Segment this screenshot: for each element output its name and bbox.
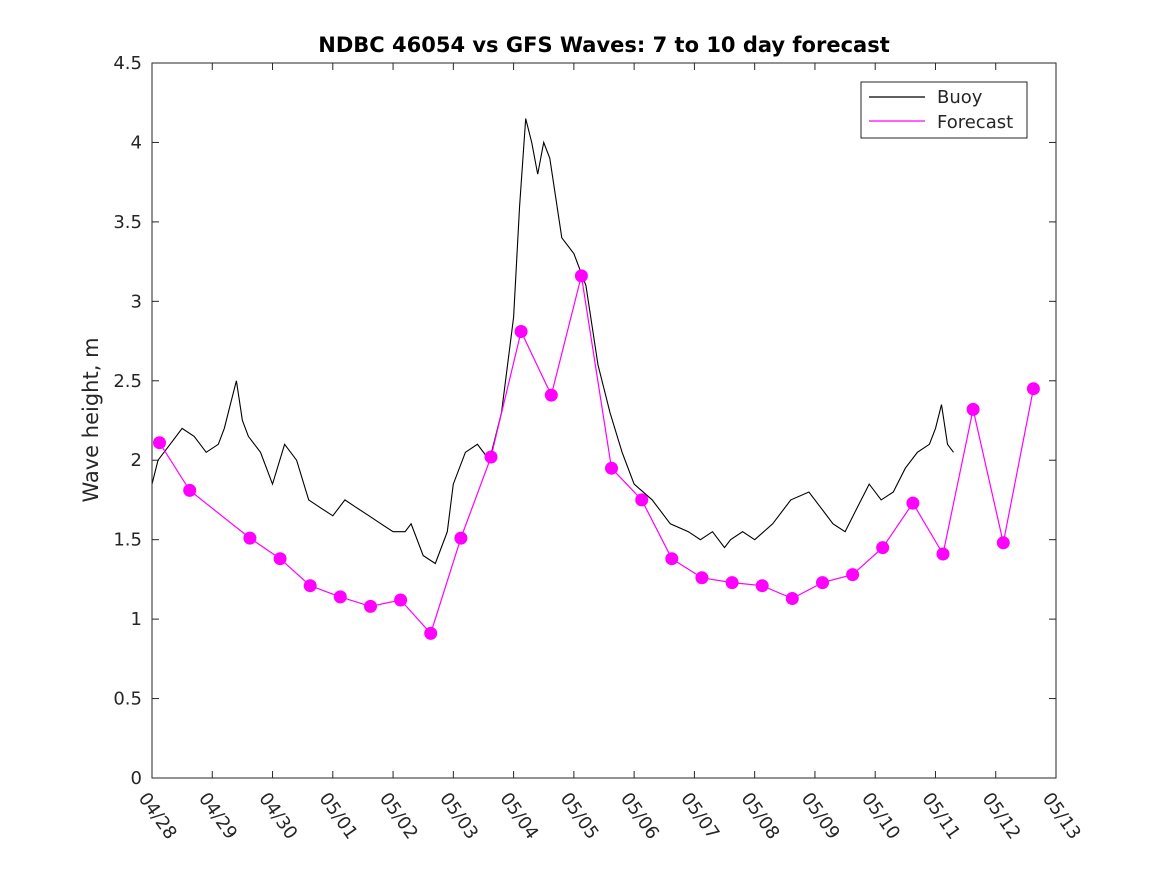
x-tick-label: 05/01 xyxy=(315,789,362,844)
x-tick-label: 05/07 xyxy=(676,789,723,844)
markers-layer xyxy=(153,269,1040,640)
y-tick-label: 3.5 xyxy=(113,212,142,233)
forecast-point xyxy=(243,531,257,545)
x-tick-label: 05/05 xyxy=(556,789,603,844)
y-tick-label: 3 xyxy=(131,291,142,312)
forecast-point xyxy=(364,599,377,613)
x-tick-label: 05/03 xyxy=(435,789,482,844)
forecast-point xyxy=(725,576,739,590)
forecast-point xyxy=(333,590,347,604)
x-tick-label: 05/04 xyxy=(496,789,543,844)
forecast-point xyxy=(936,547,950,561)
forecast-point xyxy=(514,325,528,338)
x-tick-label: 04/29 xyxy=(194,789,241,844)
forecast-point xyxy=(906,496,920,510)
y-tick-label: 1 xyxy=(131,609,142,630)
y-axis: 0 0.5 1 1.5 2 2.5 3 3.5 4 4.5 xyxy=(113,53,1056,789)
x-tick-label: 05/09 xyxy=(797,789,844,844)
forecast-point xyxy=(665,552,679,566)
y-tick-label: 1.5 xyxy=(113,530,142,551)
forecast-point xyxy=(635,493,649,507)
forecast-point xyxy=(183,483,197,497)
x-tick-label: 05/02 xyxy=(375,789,422,844)
x-tick-label: 05/06 xyxy=(616,789,663,844)
forecast-point xyxy=(605,461,618,475)
y-tick-label: 0.5 xyxy=(113,689,142,710)
y-axis-label: Wave height, m xyxy=(79,337,103,502)
x-tick-label: 05/11 xyxy=(917,789,964,844)
forecast-point xyxy=(966,402,980,416)
legend: Buoy Forecast xyxy=(860,81,1028,139)
legend-label-buoy: Buoy xyxy=(937,87,983,108)
forecast-point xyxy=(996,536,1010,550)
y-tick-label: 4 xyxy=(131,132,142,153)
y-tick-label: 2.5 xyxy=(113,371,142,392)
legend-box xyxy=(860,81,1028,139)
forecast-point xyxy=(484,450,498,464)
series-line-buoy xyxy=(151,118,954,565)
forecast-point xyxy=(544,388,558,402)
x-tick-label: 04/28 xyxy=(134,789,181,844)
forecast-point xyxy=(1026,382,1040,396)
y-tick-label: 0 xyxy=(131,768,142,789)
chart-title: NDBC 46054 vs GFS Waves: 7 to 10 day for… xyxy=(318,33,889,57)
x-tick-label: 05/08 xyxy=(737,789,784,844)
y-tick-label: 4.5 xyxy=(113,53,142,74)
x-tick-label: 05/12 xyxy=(978,789,1025,844)
forecast-point xyxy=(303,579,317,593)
forecast-point xyxy=(424,626,438,640)
x-tick-label: 05/10 xyxy=(857,789,904,844)
forecast-point xyxy=(846,568,860,582)
forecast-point xyxy=(876,541,890,555)
forecast-point xyxy=(273,552,287,566)
x-tick-label: 04/30 xyxy=(254,789,301,844)
legend-label-forecast: Forecast xyxy=(937,112,1013,133)
forecast-point xyxy=(394,593,408,607)
x-tick-label: 05/13 xyxy=(1038,789,1085,844)
forecast-point xyxy=(153,436,166,450)
forecast-point xyxy=(785,592,799,605)
forecast-point xyxy=(816,576,829,590)
forecast-point xyxy=(454,531,468,545)
forecast-point xyxy=(755,579,769,593)
forecast-point xyxy=(695,571,709,585)
plot-frame xyxy=(151,62,1057,779)
y-tick-label: 2 xyxy=(131,450,142,471)
forecast-point xyxy=(574,269,588,283)
